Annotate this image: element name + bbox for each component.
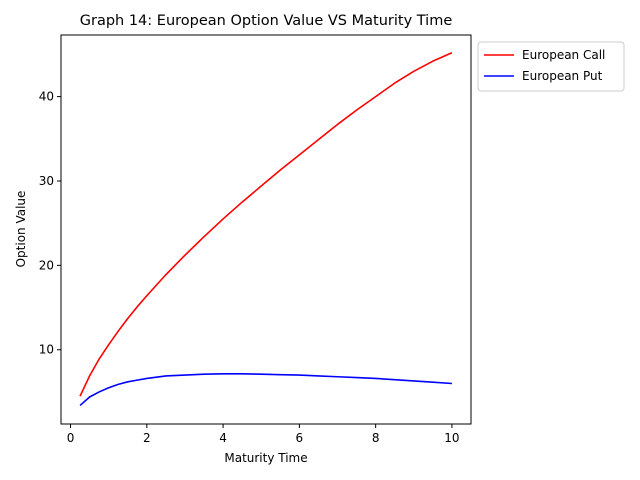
x-axis: 0 2 4 6 8 10 xyxy=(67,424,460,445)
legend-label-european-put: European Put xyxy=(522,69,603,83)
x-tick-label: 4 xyxy=(219,431,227,445)
y-tick-label: 10 xyxy=(39,343,54,357)
series-lines xyxy=(79,51,453,407)
y-axis-label: Option Value xyxy=(14,191,28,268)
series-line-european-put xyxy=(79,372,452,407)
x-tick-label: 8 xyxy=(372,431,380,445)
y-tick-label: 40 xyxy=(39,90,54,104)
chart-title: Graph 14: European Option Value VS Matur… xyxy=(80,13,453,29)
y-tick-label: 20 xyxy=(39,258,54,272)
legend-label-european-call: European Call xyxy=(522,48,605,62)
series-line-european-call xyxy=(79,51,453,397)
y-axis: 10 20 30 40 xyxy=(39,90,61,357)
x-tick-label: 2 xyxy=(143,431,151,445)
y-tick-label: 30 xyxy=(39,174,54,188)
x-tick-label: 10 xyxy=(444,431,459,445)
x-tick-label: 0 xyxy=(67,431,75,445)
legend: European Call European Put xyxy=(477,41,625,92)
x-tick-label: 6 xyxy=(296,431,304,445)
x-axis-label: Maturity Time xyxy=(224,451,307,465)
legend-frame xyxy=(477,41,625,92)
plot-frame xyxy=(60,34,472,425)
plot-area xyxy=(60,34,472,425)
